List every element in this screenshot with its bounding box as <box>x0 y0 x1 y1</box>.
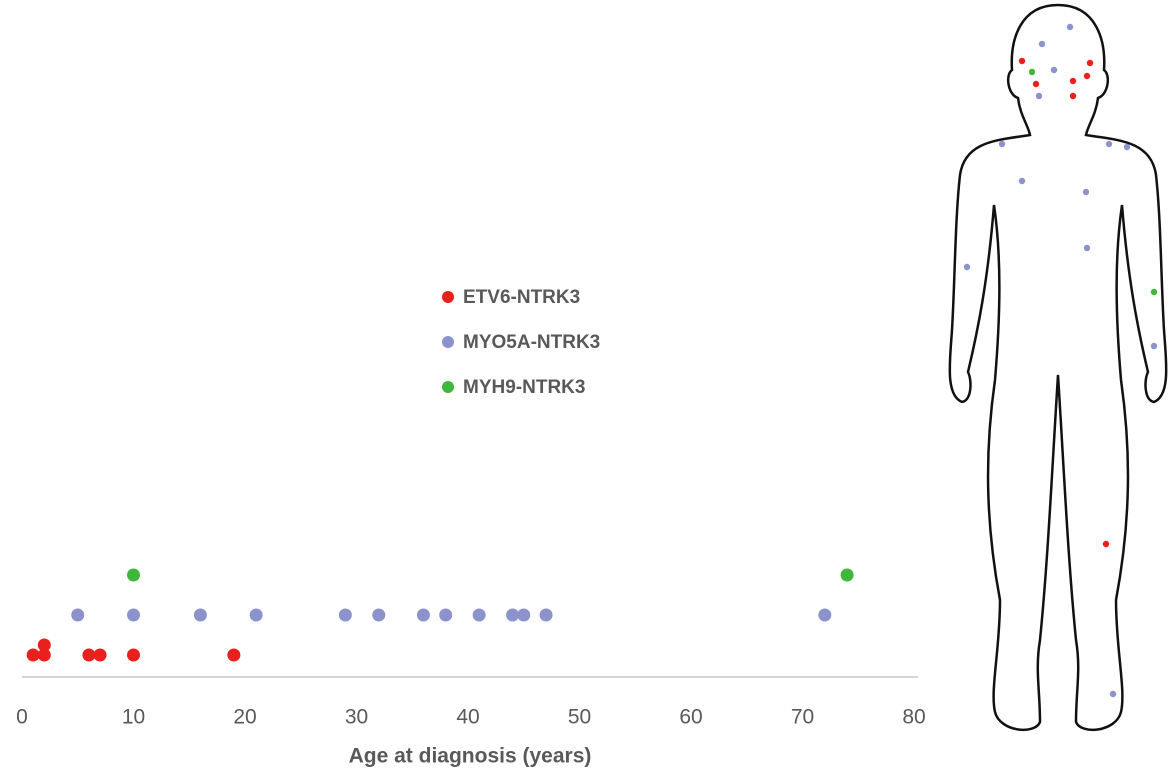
site-dot <box>1028 68 1036 76</box>
data-point <box>71 608 85 622</box>
data-point <box>249 608 263 622</box>
tumor-sites <box>963 23 1158 698</box>
legend-marker <box>442 291 454 303</box>
data-point <box>517 608 531 622</box>
data-point <box>439 608 453 622</box>
data-point <box>37 648 51 662</box>
legend-label: MYO5A-NTRK3 <box>463 332 600 353</box>
site-dot <box>1123 143 1131 151</box>
data-point <box>818 608 832 622</box>
x-tick-label: 0 <box>16 706 28 729</box>
site-dot <box>1102 540 1110 548</box>
site-dot <box>1086 59 1094 67</box>
data-point <box>416 608 430 622</box>
data-point <box>193 608 207 622</box>
site-dot <box>963 263 971 271</box>
legend-marker <box>442 381 454 393</box>
site-dot <box>1050 66 1058 74</box>
data-point <box>127 608 140 622</box>
site-dot <box>1018 177 1026 185</box>
data-point <box>227 648 241 662</box>
site-dot <box>1066 23 1074 31</box>
data-point <box>372 608 386 622</box>
x-tick-label: 20 <box>233 706 256 729</box>
x-tick-label: 40 <box>456 706 479 729</box>
body-outline <box>948 3 1168 732</box>
site-dot <box>1032 80 1040 88</box>
site-dot <box>1083 244 1091 252</box>
data-point <box>338 608 352 622</box>
x-tick-label: 70 <box>791 706 814 729</box>
legend-marker <box>442 336 454 348</box>
data-point <box>472 608 486 622</box>
data-point <box>93 648 107 662</box>
site-dot <box>1038 40 1046 48</box>
site-dot <box>1082 188 1090 196</box>
site-dot <box>1069 92 1077 100</box>
data-point <box>127 648 140 662</box>
site-dot <box>998 140 1006 148</box>
site-dot <box>1109 690 1117 698</box>
data-point <box>127 568 140 582</box>
site-dot <box>1035 92 1043 100</box>
x-axis-label: Age at diagnosis (years) <box>349 745 592 768</box>
site-dot <box>1150 288 1158 296</box>
site-dot <box>1150 342 1158 350</box>
site-dot <box>1105 140 1113 148</box>
data-point <box>37 638 51 652</box>
data-point <box>82 648 96 662</box>
x-tick-label: 30 <box>345 706 368 729</box>
legend-label: MYH9-NTRK3 <box>463 377 585 398</box>
data-point <box>840 568 854 582</box>
site-dot <box>1018 57 1026 65</box>
site-dot <box>1069 77 1077 85</box>
data-point <box>539 608 553 622</box>
data-point <box>26 648 40 662</box>
x-tick-label: 50 <box>568 706 591 729</box>
site-dot <box>1083 72 1091 80</box>
x-tick-label: 60 <box>679 706 702 729</box>
data-point <box>506 608 520 622</box>
x-tick-label: 80 <box>902 706 925 729</box>
x-tick-label: 10 <box>122 706 145 729</box>
legend-label: ETV6-NTRK3 <box>463 287 580 308</box>
body-figure <box>948 3 1168 732</box>
